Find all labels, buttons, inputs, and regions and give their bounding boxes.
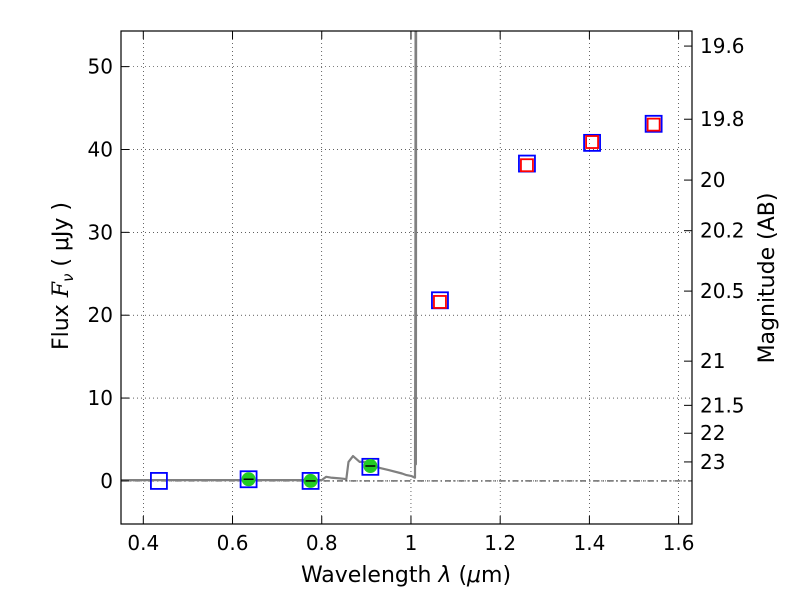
observed-photometry-square bbox=[361, 457, 380, 476]
model-photometry-square bbox=[520, 158, 534, 173]
x-tick-label: 0.6 bbox=[217, 531, 249, 555]
magnitude-tick-label: 23 bbox=[700, 450, 725, 474]
plot-frame bbox=[120, 30, 693, 525]
x-tick-label: 1.4 bbox=[573, 531, 605, 555]
observed-photometry-square bbox=[644, 114, 663, 133]
magnitude-tick-label: 21 bbox=[700, 349, 725, 373]
observed-photometry-square bbox=[239, 470, 258, 489]
magnitude-tick-label: 20 bbox=[700, 168, 725, 192]
observed-photometry-square bbox=[301, 472, 320, 490]
y-axis-ticks: 0 10 20 30 40 50 bbox=[88, 55, 129, 493]
y-tick-label: 30 bbox=[88, 220, 113, 244]
y-tick-label: 20 bbox=[88, 303, 113, 327]
y-tick-label: 40 bbox=[88, 137, 113, 161]
observed-photometry-square bbox=[583, 133, 601, 152]
model-photometry-square bbox=[433, 295, 447, 309]
observed-photometry-square bbox=[150, 472, 168, 490]
model-photometry-square bbox=[585, 135, 599, 149]
magnitude-axis-label: Magnitude (AB) bbox=[755, 193, 780, 364]
x-tick-label: 0.4 bbox=[127, 531, 159, 555]
magnitude-tick-label: 22 bbox=[700, 421, 725, 445]
x-tick-label: 1 bbox=[405, 531, 418, 555]
y-tick-label: 50 bbox=[88, 55, 113, 79]
magnitude-tick-label: 21.5 bbox=[700, 393, 745, 417]
magnitude-tick-label: 20.2 bbox=[700, 219, 745, 243]
magnitude-tick-label: 19.6 bbox=[700, 34, 745, 58]
plot-area bbox=[121, 31, 663, 490]
model-photometry-square bbox=[646, 117, 661, 132]
magnitude-tick-label: 20.5 bbox=[700, 279, 745, 303]
magnitude-axis-ticks: 19.6 19.8 20 20.2 20.5 21 21.5 22 23 bbox=[684, 34, 745, 474]
x-axis-label: Wavelength λ (μm) bbox=[301, 563, 511, 588]
x-tick-label: 0.8 bbox=[306, 531, 338, 555]
magnitude-tick-label: 19.8 bbox=[700, 107, 745, 131]
x-axis-ticks: 0.4 0.6 0.8 1 1.2 1.4 1.6 bbox=[127, 31, 695, 555]
x-tick-label: 1.6 bbox=[663, 531, 695, 555]
y-axis-label: Flux Fν ( μJy ) bbox=[49, 202, 77, 350]
x-tick-label: 1.2 bbox=[484, 531, 516, 555]
y-tick-label: 10 bbox=[88, 386, 113, 410]
y-tick-label: 0 bbox=[100, 469, 113, 493]
